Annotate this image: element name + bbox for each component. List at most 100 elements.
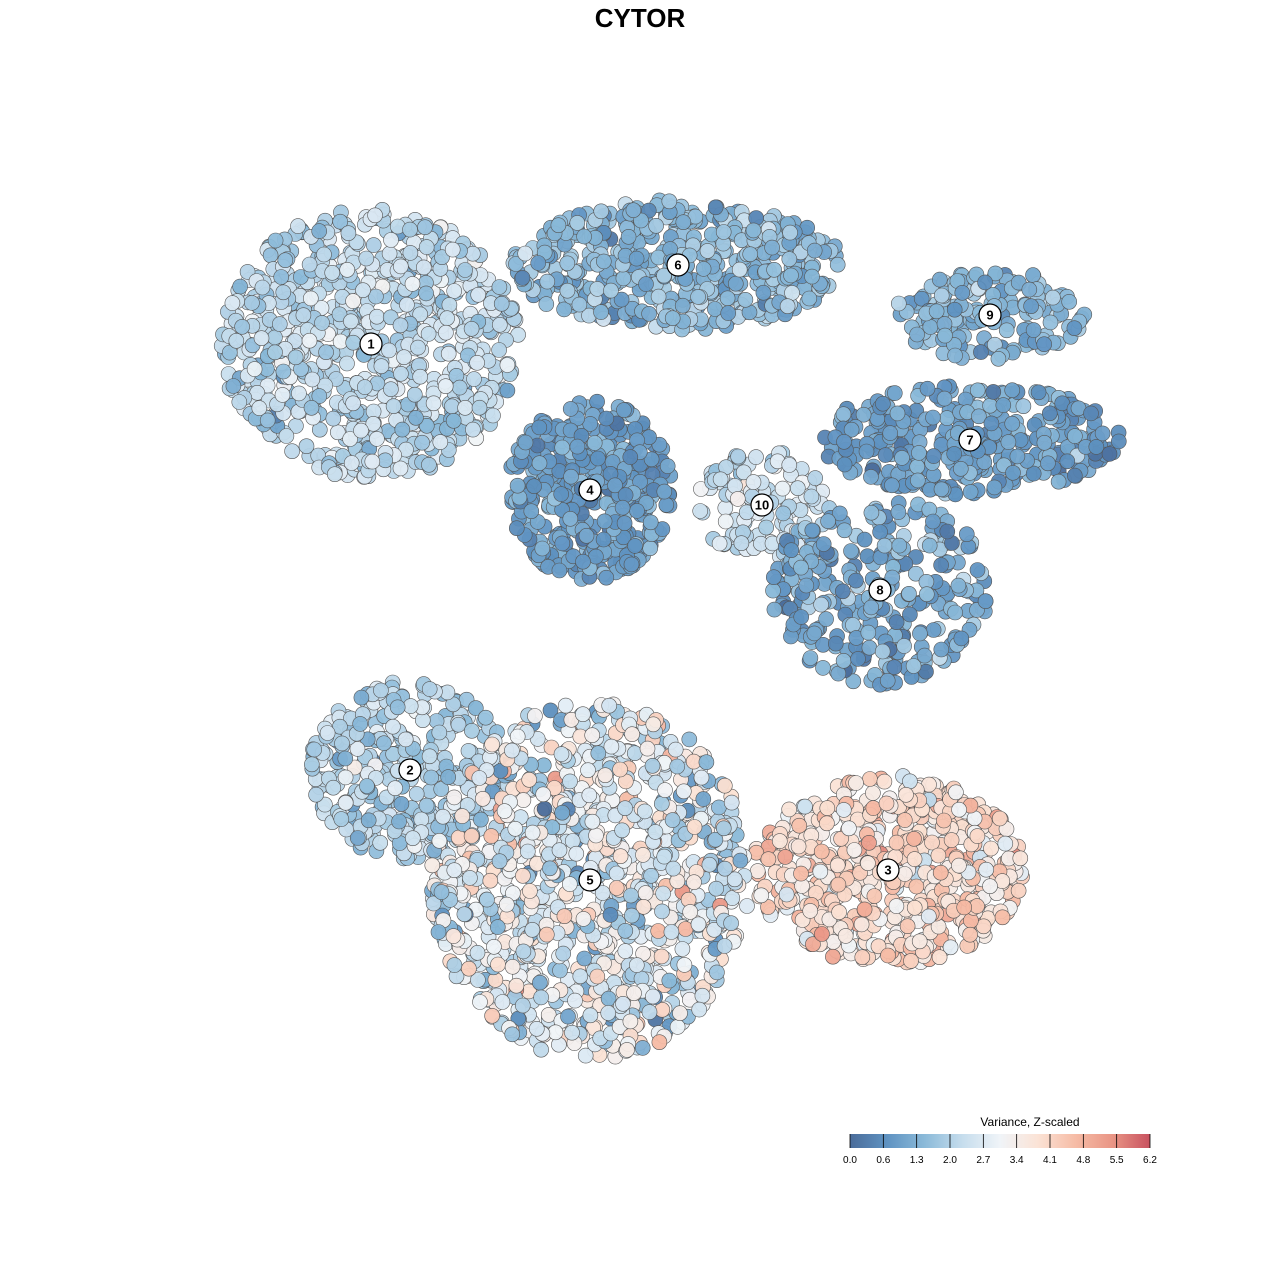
data-point [690, 289, 706, 305]
data-point [850, 651, 866, 667]
data-point [749, 863, 766, 879]
data-point [951, 857, 967, 874]
data-point [454, 808, 471, 824]
data-point [287, 349, 304, 366]
data-point [686, 819, 703, 835]
data-point [402, 698, 419, 714]
data-point [863, 599, 880, 616]
data-point [664, 310, 681, 327]
data-point [267, 344, 283, 361]
data-point [1066, 320, 1083, 337]
data-point [906, 899, 923, 916]
data-point [457, 262, 473, 278]
data-point [874, 643, 891, 660]
data-point [353, 422, 369, 439]
data-point [418, 285, 434, 302]
data-point [479, 891, 495, 908]
data-point [665, 860, 682, 877]
data-point [643, 451, 660, 468]
data-point [806, 242, 823, 259]
data-point [911, 933, 928, 950]
cluster-label-4: 4 [578, 478, 602, 502]
data-point [595, 531, 612, 548]
data-point [598, 569, 615, 586]
data-point [642, 514, 659, 531]
data-point [515, 943, 532, 960]
data-point [711, 535, 728, 552]
data-point [572, 968, 589, 985]
cluster-label-8: 8 [868, 578, 892, 602]
data-point [385, 718, 401, 735]
data-point [819, 800, 836, 816]
data-point [958, 526, 975, 543]
data-point [835, 802, 852, 818]
data-point [440, 769, 457, 785]
data-point [485, 407, 501, 424]
data-point [314, 315, 330, 331]
data-point [423, 769, 440, 786]
data-point [818, 611, 834, 627]
data-point [608, 880, 625, 896]
data-point [922, 319, 939, 335]
data-point [875, 395, 891, 412]
data-point [638, 276, 654, 292]
data-point [385, 398, 402, 415]
data-point [523, 503, 540, 520]
data-point [779, 298, 796, 315]
data-point [650, 923, 667, 939]
data-point [831, 505, 848, 522]
data-point [1004, 415, 1021, 432]
data-point [267, 232, 284, 249]
data-point [877, 447, 894, 463]
data-point [576, 228, 592, 245]
data-point [325, 410, 342, 427]
data-point [595, 253, 612, 270]
data-point [617, 922, 634, 939]
data-point [907, 565, 924, 582]
data-point [582, 1007, 599, 1024]
data-point [732, 852, 749, 869]
data-point [569, 215, 586, 231]
data-point [437, 378, 454, 395]
cluster-label-text: 1 [367, 337, 374, 352]
data-point [435, 808, 451, 825]
data-point [532, 974, 548, 991]
legend-tick-label: 6.2 [1143, 1155, 1157, 1166]
data-point [412, 306, 429, 323]
legend-tick-label: 4.8 [1076, 1155, 1090, 1166]
data-point [450, 829, 467, 846]
data-point [709, 964, 725, 981]
data-point [277, 252, 294, 269]
data-point [982, 878, 998, 895]
data-point [650, 288, 667, 305]
data-point [986, 479, 1003, 496]
data-point [901, 585, 917, 602]
data-point [848, 775, 864, 791]
data-point [1088, 439, 1105, 455]
data-point [737, 291, 754, 308]
data-point [642, 540, 659, 557]
data-point [274, 387, 291, 403]
data-point [813, 596, 829, 613]
data-point [552, 962, 568, 979]
data-point [716, 777, 733, 794]
data-point [473, 811, 489, 828]
data-point [421, 748, 438, 765]
data-point [978, 861, 995, 878]
data-point [311, 421, 328, 438]
data-point [774, 480, 791, 497]
data-point [946, 446, 963, 462]
data-point [624, 726, 640, 743]
data-point [462, 870, 478, 886]
data-point [766, 261, 782, 278]
data-point [880, 947, 896, 964]
data-point [863, 504, 880, 521]
data-point [990, 350, 1007, 367]
data-point [369, 431, 385, 447]
data-point [854, 949, 871, 966]
data-point [845, 673, 862, 690]
data-point [658, 497, 675, 513]
data-point [932, 864, 949, 881]
data-point [445, 412, 462, 429]
data-point [392, 460, 409, 477]
